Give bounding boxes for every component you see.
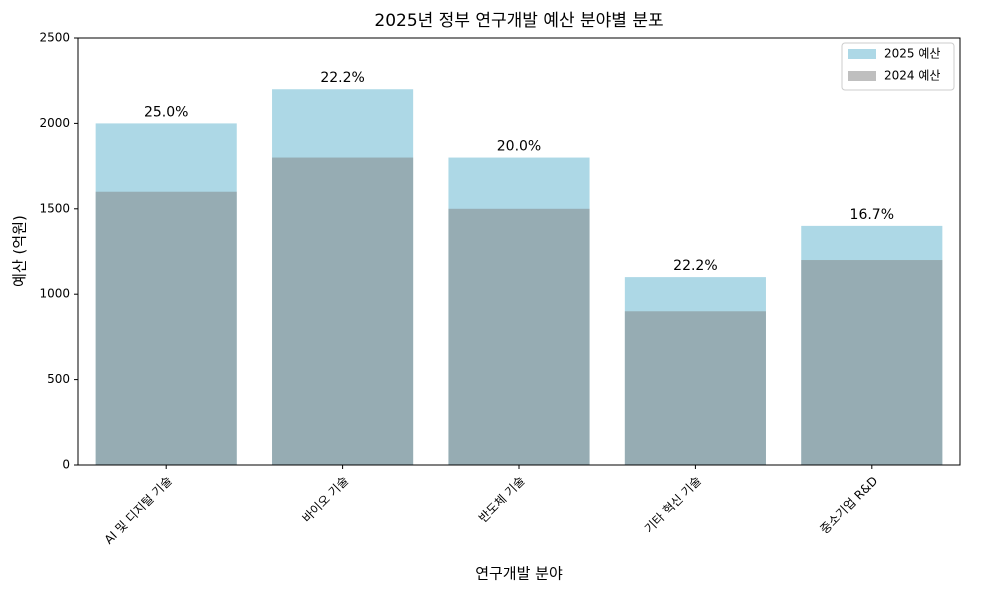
x-tick-label: 중소기업 R&D xyxy=(818,474,881,537)
bar xyxy=(801,260,943,465)
x-axis-label: 연구개발 분야 xyxy=(475,565,563,583)
data-annotation: 22.2% xyxy=(320,70,364,86)
legend-swatch xyxy=(848,49,876,59)
y-tick-label: 1500 xyxy=(39,201,70,215)
data-annotation: 25.0% xyxy=(144,104,188,120)
data-annotation: 16.7% xyxy=(850,207,894,223)
legend-label: 2025 예산 xyxy=(884,47,940,61)
y-tick-label: 1000 xyxy=(39,287,70,301)
legend-swatch xyxy=(848,71,876,81)
x-tick-label: 바이오 기술 xyxy=(300,474,352,526)
x-tick-label: 반도체 기술 xyxy=(476,474,528,526)
x-tick-label: AI 및 디지털 기술 xyxy=(102,474,175,547)
y-tick-label: 2000 xyxy=(39,116,70,130)
bar xyxy=(272,157,414,465)
y-axis-label: 예산 (억원) xyxy=(11,215,29,287)
data-annotation: 20.0% xyxy=(497,139,541,155)
y-tick-label: 2500 xyxy=(39,31,70,45)
bar xyxy=(448,208,590,466)
y-tick-label: 500 xyxy=(47,372,70,386)
bar xyxy=(624,311,766,465)
plot-frame xyxy=(77,37,961,466)
chart-title: 2025년 정부 연구개발 예산 분야별 분포 xyxy=(374,11,663,31)
data-annotation: 22.2% xyxy=(673,258,717,274)
legend-label: 2024 예산 xyxy=(884,69,940,83)
x-tick-label: 기타 혁신 기술 xyxy=(642,474,704,536)
bar xyxy=(95,191,237,465)
y-tick-label: 0 xyxy=(62,458,70,472)
